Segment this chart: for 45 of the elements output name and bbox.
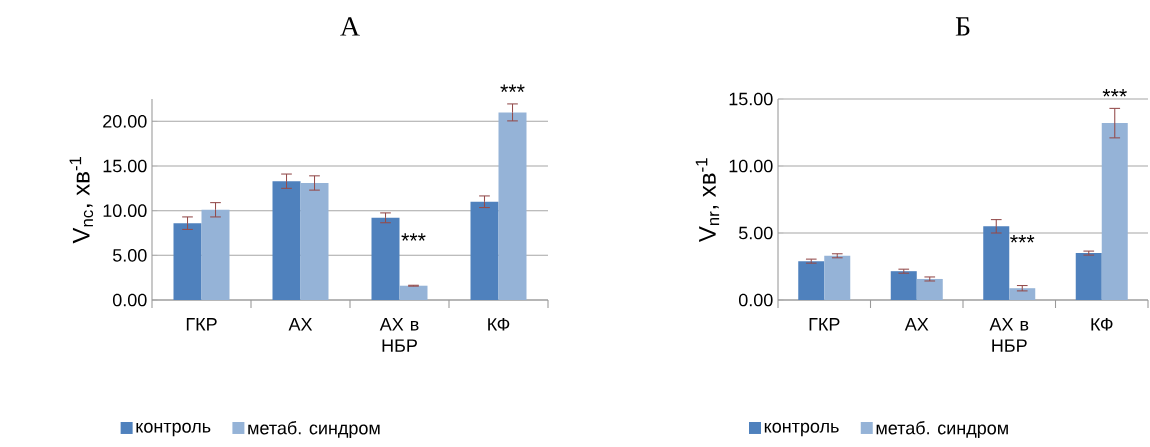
- y-tick-label: 0.00: [112, 293, 147, 307]
- annotation: ***: [401, 233, 426, 241]
- bar: [201, 209, 230, 300]
- legend-label: контроль: [764, 422, 839, 437]
- bar: [1009, 288, 1036, 300]
- bar: [890, 271, 917, 300]
- bar: [399, 285, 428, 300]
- bar: [498, 112, 527, 300]
- legend-label: метаб. синдром: [248, 421, 380, 438]
- x-tick-label: КФ: [1091, 318, 1113, 331]
- y-tick-label: 0.00: [738, 293, 773, 307]
- y-tick-label: 10.00: [729, 159, 773, 173]
- bar: [470, 201, 499, 300]
- bar: [916, 278, 943, 300]
- chart-title: А: [340, 17, 360, 36]
- annotation: ***: [1102, 88, 1127, 97]
- x-tick-label: ГКР: [809, 318, 840, 331]
- y-tick-label: 10.00: [103, 204, 147, 218]
- bar: [371, 217, 400, 300]
- y-tick-label: 15.00: [729, 92, 773, 106]
- chart-title: Б: [955, 17, 970, 36]
- y-tick-label: 20.00: [103, 114, 147, 128]
- x-tick-label: АХ в НБР: [989, 318, 1029, 352]
- y-tick-label: 5.00: [738, 226, 773, 240]
- bar: [173, 223, 202, 300]
- y-tick-label: 15.00: [103, 159, 147, 173]
- bar: [824, 255, 851, 300]
- annotation: ***: [500, 84, 525, 93]
- y-axis-title: V$_{nr}$, хв$^{-1}$: [695, 158, 720, 243]
- y-tick-label: 5.00: [112, 248, 147, 262]
- bar: [983, 226, 1010, 300]
- bar: [1075, 253, 1102, 300]
- legend-label: контроль: [136, 422, 211, 437]
- y-axis-title: V$_{nc}$, хв$^{-1}$: [69, 156, 94, 244]
- bar: [798, 261, 825, 300]
- bar: [1101, 123, 1128, 300]
- x-tick-label: АХ в НБР: [379, 318, 419, 352]
- x-tick-label: КФ: [488, 318, 510, 331]
- x-tick-label: АХ: [288, 318, 313, 331]
- bar: [300, 182, 329, 300]
- x-tick-label: АХ: [904, 318, 929, 331]
- x-tick-label: ГКР: [186, 318, 217, 331]
- bar: [272, 181, 301, 300]
- legend-label: метаб. синдром: [876, 421, 1008, 438]
- annotation: ***: [1010, 235, 1035, 243]
